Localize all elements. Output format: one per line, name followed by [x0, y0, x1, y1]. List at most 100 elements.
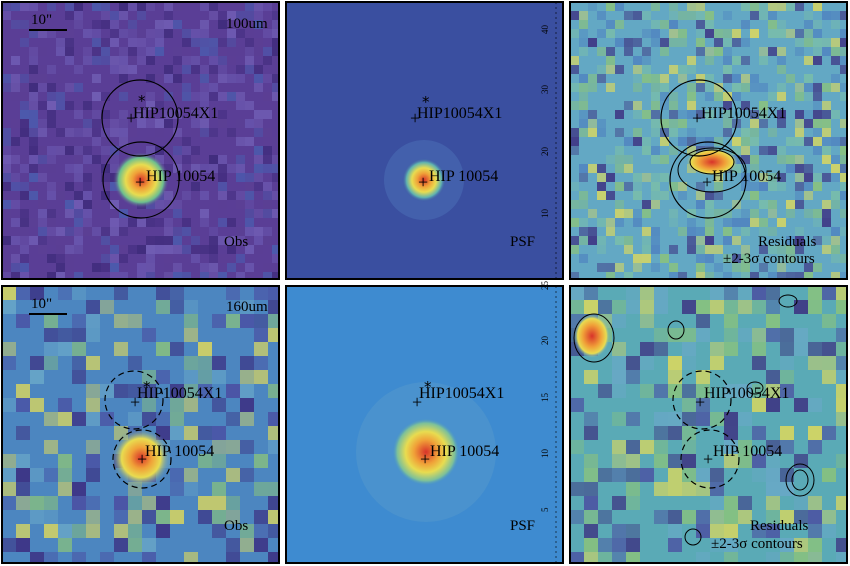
noise-pixel [777, 254, 786, 263]
noise-pixel [182, 56, 191, 65]
noise-pixel [705, 200, 714, 209]
noise-pixel [146, 47, 155, 56]
noise-pixel [119, 65, 128, 74]
noise-pixel [723, 47, 732, 56]
scalebar-label: 10" [31, 296, 52, 312]
noise-pixel [74, 155, 83, 164]
noise-pixel [795, 173, 804, 182]
noise-pixel [696, 468, 710, 482]
noise-pixel [272, 245, 279, 254]
noise-pixel [795, 128, 804, 137]
noise-pixel [687, 218, 696, 227]
noise-pixel [227, 191, 236, 200]
noise-pixel [840, 182, 847, 191]
noise-pixel [633, 65, 642, 74]
noise-pixel [696, 137, 705, 146]
noise-pixel [198, 510, 212, 524]
noise-pixel [119, 47, 128, 56]
noise-pixel [780, 426, 794, 440]
noise-pixel [795, 272, 804, 279]
noise-pixel [654, 454, 668, 468]
noise-pixel [101, 236, 110, 245]
noise-pixel [16, 482, 30, 496]
noise-pixel [110, 227, 119, 236]
noise-pixel [724, 496, 738, 510]
noise-pixel [142, 384, 156, 398]
noise-pixel [813, 119, 822, 128]
noise-pixel [668, 538, 682, 552]
noise-pixel [173, 137, 182, 146]
noise-pixel [682, 384, 696, 398]
noise-pixel [184, 328, 198, 342]
noise-pixel [741, 146, 750, 155]
noise-pixel [831, 164, 840, 173]
noise-pixel [218, 272, 227, 279]
noise-pixel [263, 155, 272, 164]
noise-pixel [272, 254, 279, 263]
noise-pixel [808, 440, 822, 454]
noise-pixel [705, 29, 714, 38]
noise-pixel [738, 454, 752, 468]
noise-pixel [119, 119, 128, 128]
noise-pixel [268, 482, 279, 496]
noise-pixel [678, 74, 687, 83]
noise-pixel [182, 146, 191, 155]
noise-pixel [759, 11, 768, 20]
noise-pixel [840, 137, 847, 146]
noise-pixel [777, 119, 786, 128]
noise-pixel [750, 209, 759, 218]
noise-pixel [47, 146, 56, 155]
noise-pixel [732, 164, 741, 173]
noise-pixel [74, 164, 83, 173]
noise-pixel [2, 272, 11, 279]
primary-source-emission [111, 428, 171, 488]
noise-pixel [780, 482, 794, 496]
noise-pixel [714, 182, 723, 191]
noise-pixel [173, 155, 182, 164]
noise-pixel [606, 47, 615, 56]
noise-pixel [777, 146, 786, 155]
noise-pixel [654, 384, 668, 398]
noise-pixel [20, 263, 29, 272]
noise-pixel [584, 300, 598, 314]
noise-pixel [705, 11, 714, 20]
noise-pixel [579, 101, 588, 110]
noise-pixel [72, 552, 86, 563]
noise-pixel [74, 272, 83, 279]
noise-pixel [831, 227, 840, 236]
noise-pixel [741, 38, 750, 47]
noise-pixel [682, 482, 696, 496]
noise-pixel [200, 245, 209, 254]
noise-pixel [813, 83, 822, 92]
noise-pixel [714, 47, 723, 56]
noise-pixel [110, 146, 119, 155]
noise-pixel [16, 384, 30, 398]
noise-pixel [822, 173, 831, 182]
noise-pixel [47, 2, 56, 11]
noise-pixel [29, 191, 38, 200]
noise-pixel [570, 56, 579, 65]
noise-pixel [705, 254, 714, 263]
noise-pixel [710, 468, 724, 482]
noise-pixel [723, 92, 732, 101]
noise-pixel [272, 83, 279, 92]
noise-pixel [272, 74, 279, 83]
noise-pixel [30, 286, 44, 300]
noise-pixel [236, 200, 245, 209]
noise-pixel [696, 300, 710, 314]
noise-pixel [777, 65, 786, 74]
noise-pixel [2, 482, 16, 496]
noise-pixel [38, 101, 47, 110]
noise-pixel [156, 342, 170, 356]
noise-pixel [268, 300, 279, 314]
noise-pixel [254, 510, 268, 524]
noise-pixel [651, 101, 660, 110]
noise-pixel [723, 218, 732, 227]
noise-pixel [741, 263, 750, 272]
noise-pixel [110, 245, 119, 254]
noise-pixel [236, 65, 245, 74]
noise-pixel [615, 128, 624, 137]
noise-pixel [612, 342, 626, 356]
noise-pixel [218, 182, 227, 191]
